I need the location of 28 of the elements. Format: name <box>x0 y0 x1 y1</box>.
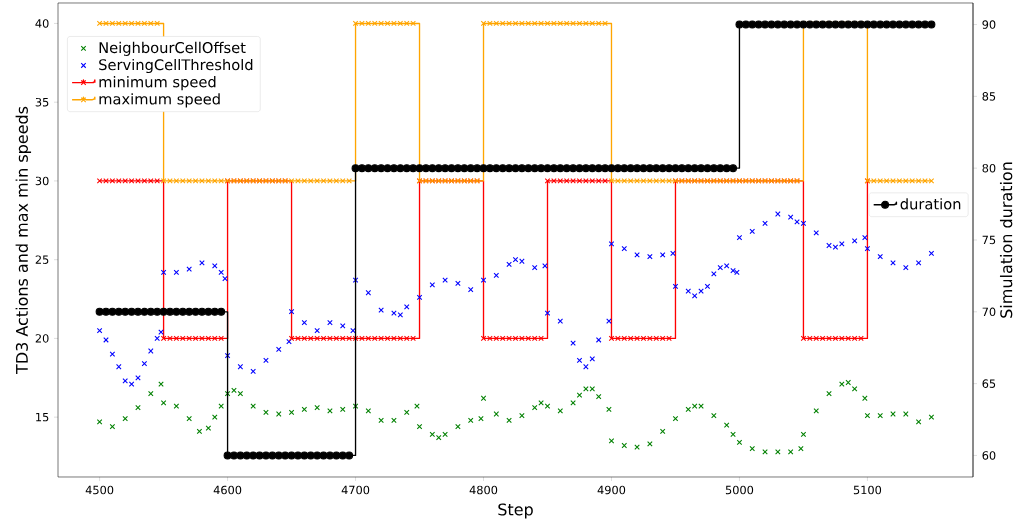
x-axis-title: Step <box>498 503 533 519</box>
y-tick-label: 20 <box>35 334 49 343</box>
y2-tick-label: 60 <box>982 451 996 460</box>
y2-tick-label: 90 <box>982 20 996 29</box>
legend-label: minimum speed <box>99 76 216 91</box>
y2-tick-label: 85 <box>982 92 996 101</box>
y2-tick-label: 80 <box>982 163 996 173</box>
y-tick-label: 30 <box>35 176 49 186</box>
x-tick-label: 4700 <box>341 485 370 495</box>
x-tick-label: 5000 <box>725 485 754 495</box>
legend-label: duration <box>900 198 961 210</box>
y-axis-title: TD3 Actions and max min speeds <box>15 106 32 375</box>
legend-label: maximum speed <box>99 93 220 108</box>
x-tick-label: 4500 <box>85 485 114 495</box>
legend-label: NeighbourCellOffset <box>99 41 246 56</box>
y2-tick-label: 65 <box>982 379 996 388</box>
y2-tick-label: 70 <box>982 307 996 317</box>
y-tick-label: 25 <box>35 255 49 264</box>
x-tick-label: 5100 <box>853 485 882 495</box>
x-tick-label: 4600 <box>213 485 242 495</box>
y-tick-label: 40 <box>35 19 49 28</box>
x-tick-label: 4800 <box>469 485 498 495</box>
y-tick-label: 35 <box>35 97 49 107</box>
legend-label: ServingCellThreshold <box>99 58 253 74</box>
x-tick-label: 4900 <box>597 485 626 495</box>
y2-axis-title: Simulation duration <box>999 162 1013 318</box>
y2-tick-label: 75 <box>982 235 996 245</box>
y-tick-label: 15 <box>36 412 49 422</box>
